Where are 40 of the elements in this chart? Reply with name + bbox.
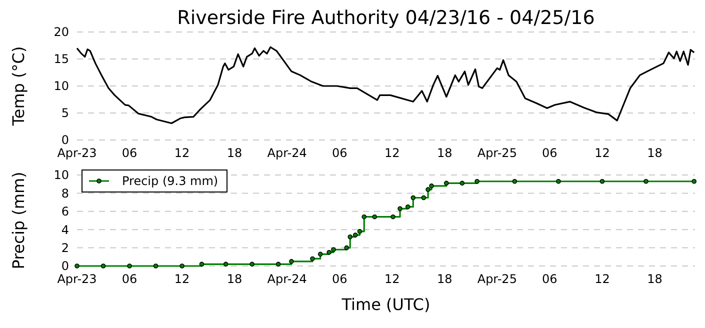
x-tick-label: Apr-24 (267, 146, 307, 160)
y-tick-label: 15 (54, 52, 69, 66)
y-tick-label: 6 (61, 204, 69, 219)
y-tick-label: 10 (54, 79, 69, 94)
x-tick-label: 18 (226, 146, 242, 160)
x-tick-label: 12 (594, 272, 610, 286)
y-axis-title: Temp (°C) (9, 46, 28, 127)
x-tick-label: 12 (384, 146, 400, 160)
x-tick-label: 12 (174, 272, 190, 286)
y-tick-label: 2 (61, 241, 69, 255)
y-tick-label: 4 (61, 222, 69, 237)
x-tick-label: 12 (384, 272, 400, 286)
x-tick-label: 18 (647, 272, 662, 286)
x-tick-label: 06 (332, 272, 348, 286)
x-tick-label: 06 (122, 146, 138, 160)
x-tick-label: 06 (542, 272, 558, 286)
x-tick-label: Apr-23 (57, 272, 97, 286)
y-tick-label: 0 (61, 259, 69, 274)
x-tick-label: Apr-25 (477, 146, 517, 160)
y-tick-label: 8 (61, 186, 69, 200)
x-tick-label: 06 (122, 272, 138, 286)
x-tick-label: 18 (226, 272, 242, 286)
x-axis-title: Time (UTC) (340, 295, 430, 314)
x-tick-label: 06 (542, 146, 558, 160)
x-tick-label: 12 (174, 146, 190, 160)
y-axis-title: Precip (mm) (9, 172, 28, 270)
x-tick-label: 18 (437, 272, 452, 286)
y-tick-label: 20 (54, 25, 69, 40)
x-tick-label: Apr-25 (477, 272, 517, 286)
x-tick-label: Apr-24 (267, 272, 307, 286)
x-tick-label: 12 (594, 146, 610, 160)
x-tick-label: 18 (437, 146, 452, 160)
y-tick-label: 10 (54, 168, 69, 182)
y-tick-label: 5 (61, 106, 69, 120)
x-tick-label: 18 (647, 146, 662, 160)
y-tick-label: 0 (61, 133, 69, 148)
chart-title: Riverside Fire Authority 04/23/16 - 04/25/16 (177, 7, 595, 29)
x-tick-label: Apr-23 (57, 146, 97, 160)
x-tick-label: 06 (332, 146, 348, 160)
legend-label: Precip (9.3 mm) (122, 174, 218, 188)
